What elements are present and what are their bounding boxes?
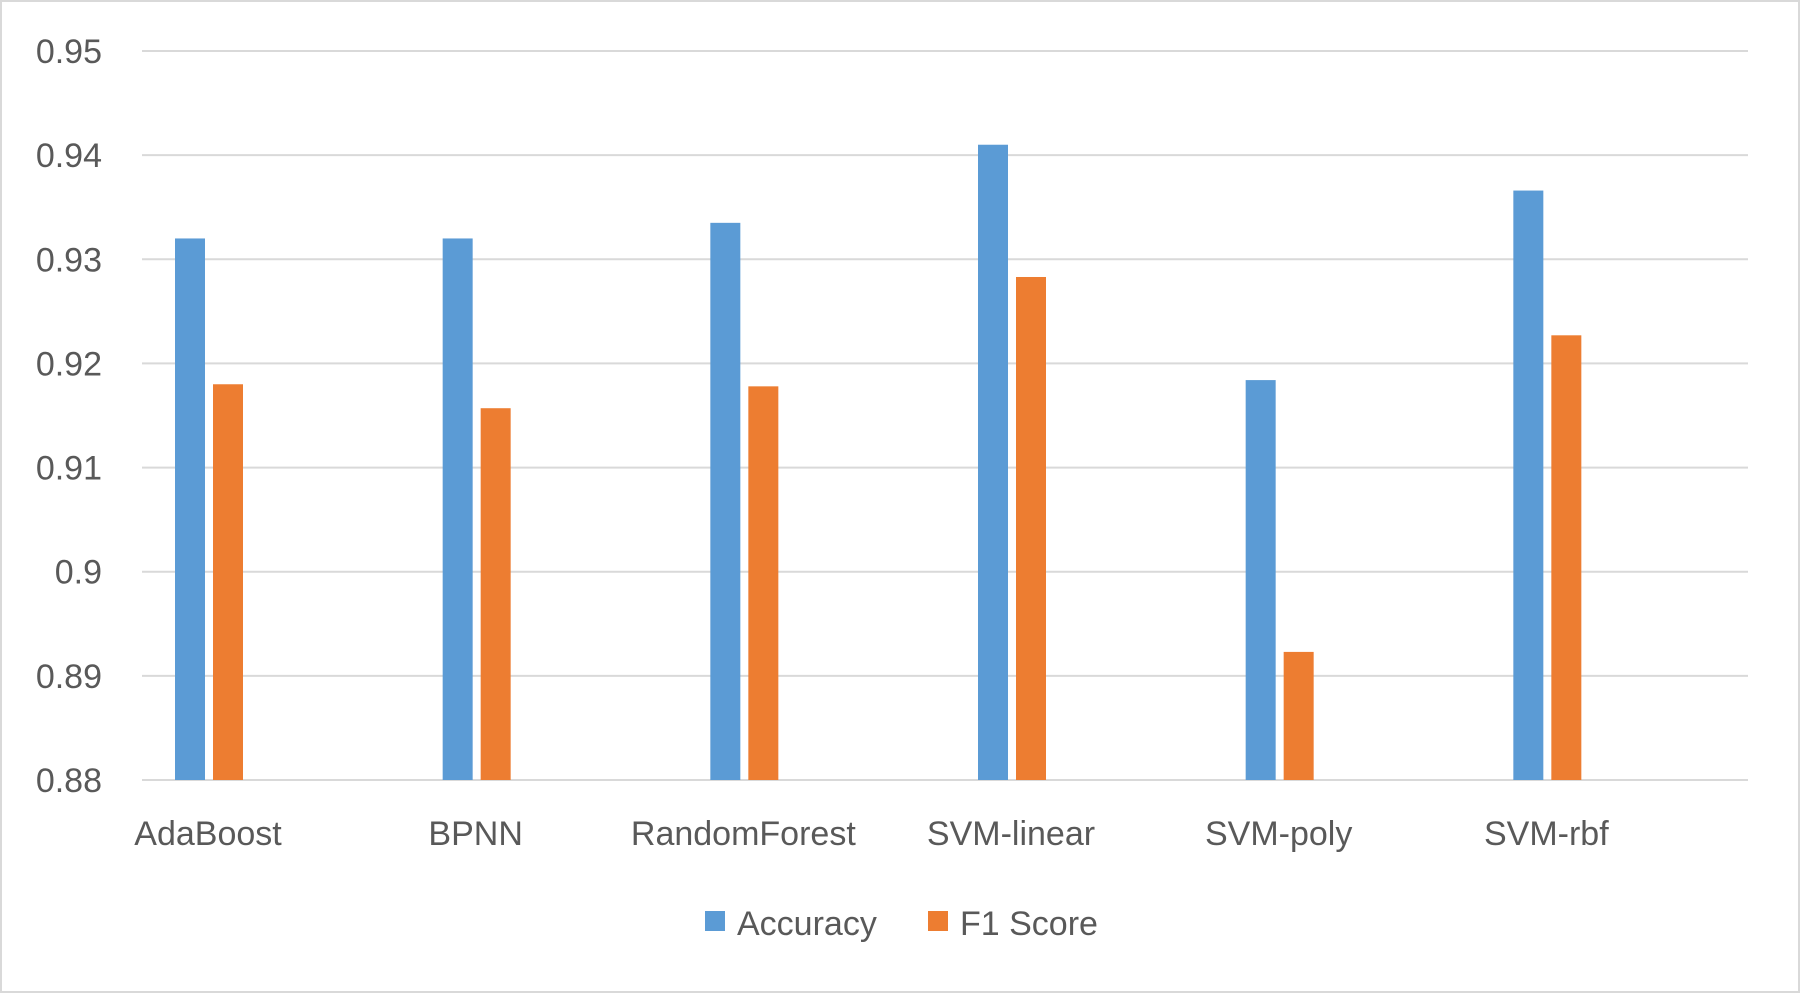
x-tick-label: SVM-rbf	[1484, 815, 1609, 853]
bar-f1-score-svm-linear	[1016, 276, 1046, 780]
bar-f1-score-svm-rbf	[1551, 335, 1582, 780]
x-tick-label: SVM-linear	[927, 815, 1095, 853]
legend-label-accuracy: Accuracy	[737, 905, 877, 943]
bar-accuracy-randomforest	[710, 222, 741, 781]
x-tick-label: BPNN	[428, 815, 522, 853]
legend-swatch-accuracy	[705, 911, 725, 931]
y-tick-label: 0.89	[36, 658, 102, 696]
bar-accuracy-svm-rbf	[1513, 190, 1544, 781]
x-tick-label: SVM-poly	[1205, 815, 1352, 853]
gridlines	[142, 50, 1748, 781]
bar-accuracy-svm-linear	[978, 144, 1008, 780]
x-axis-tick-labels: AdaBoost BPNN RandomForest SVM-linear SVM-po…	[134, 815, 1609, 853]
bar-f1-score-bpnn	[480, 408, 511, 780]
y-axis-tick-labels: 0.88 0.89 0.9 0.91 0.92 0.93 0.94 0.95	[36, 33, 102, 800]
legend-label-f1-score: F1 Score	[960, 905, 1098, 943]
y-tick-label: 0.92	[36, 345, 102, 383]
y-tick-label: 0.88	[36, 762, 102, 800]
y-tick-label: 0.95	[36, 33, 102, 71]
bar-f1-score-adaboost	[213, 384, 243, 780]
x-tick-label: RandomForest	[631, 815, 856, 853]
legend: Accuracy F1 Score	[705, 905, 1098, 943]
bar-accuracy-svm-poly	[1245, 380, 1276, 780]
bar-f1-score-svm-poly	[1283, 651, 1314, 780]
legend-swatch-f1-score	[928, 911, 948, 931]
bar-accuracy-adaboost	[175, 238, 205, 780]
y-tick-label: 0.9	[55, 554, 102, 592]
x-tick-label: AdaBoost	[134, 815, 282, 853]
y-tick-label: 0.93	[36, 241, 102, 279]
y-tick-label: 0.94	[36, 137, 102, 175]
bar-f1-score-randomforest	[748, 386, 779, 780]
bar-accuracy-bpnn	[442, 238, 473, 780]
y-tick-label: 0.91	[36, 450, 102, 488]
bars	[175, 144, 1582, 781]
